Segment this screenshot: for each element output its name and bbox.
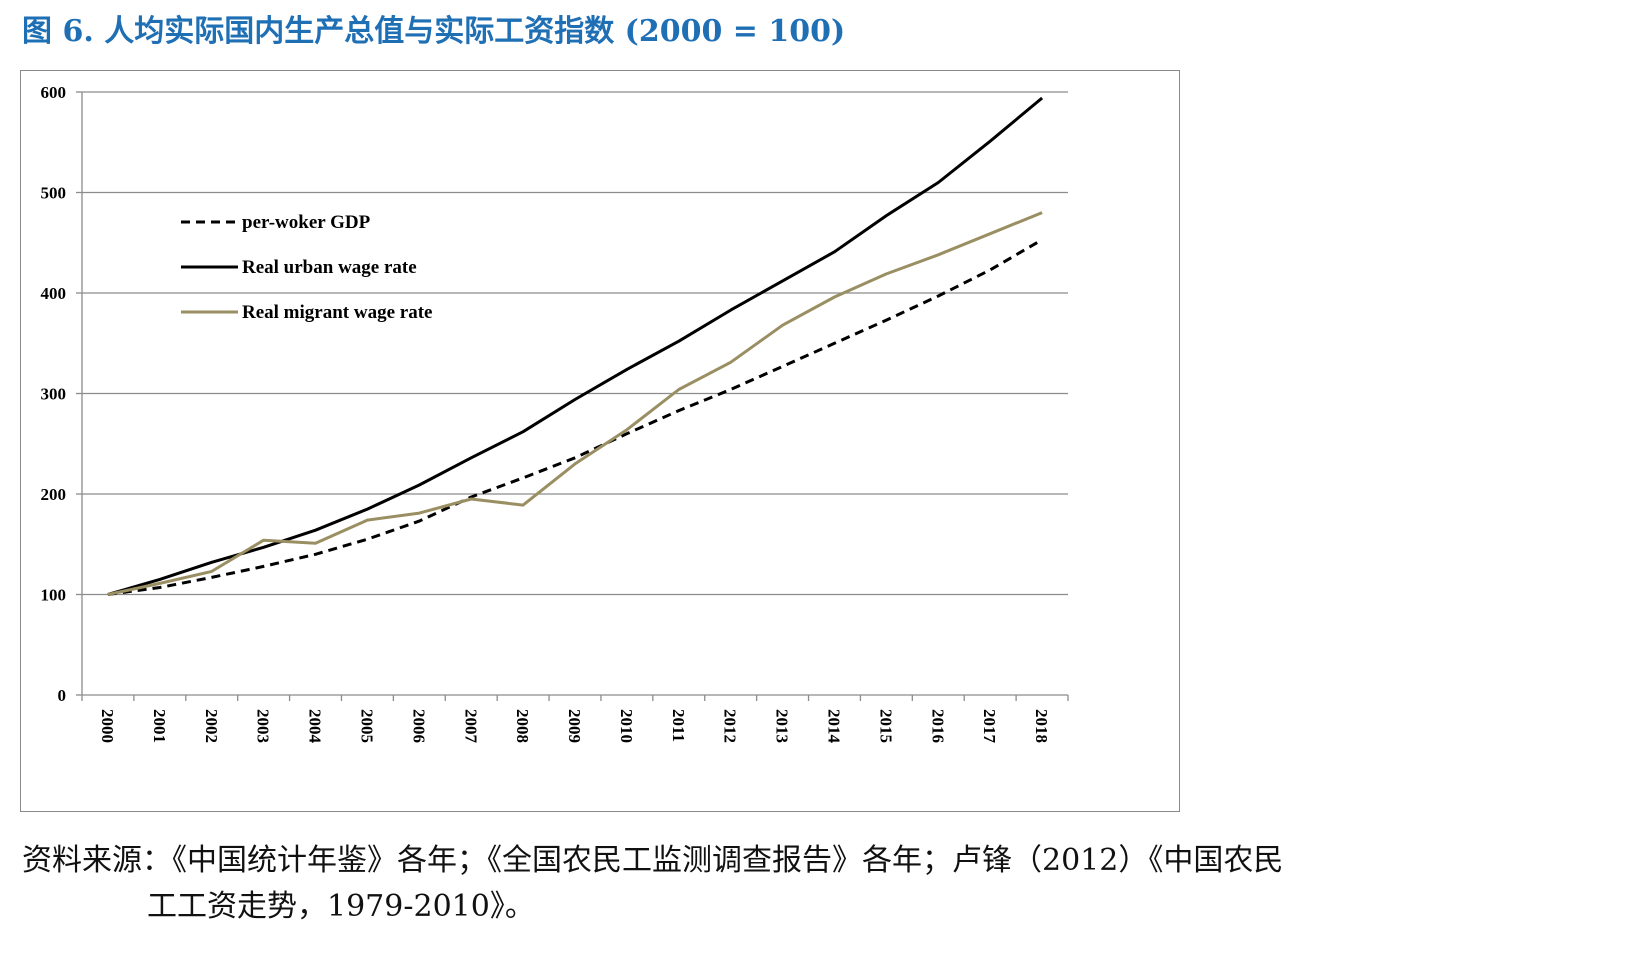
x-tick-label: 2000 [98, 709, 117, 743]
figure-title: 图 6. 人均实际国内生产总值与实际工资指数 (2000 = 100) [22, 14, 846, 49]
x-tick-label: 2011 [669, 709, 688, 742]
line-chart: 0 100 200 300 400 500 600 2000 2001 2002 2003 2004… [41, 83, 1069, 744]
x-tick-label: 2015 [876, 709, 895, 743]
x-tick-label: 2016 [928, 709, 947, 743]
x-tick-label: 2008 [513, 709, 532, 743]
x-tick-label: 2003 [254, 709, 273, 743]
y-tick-label: 400 [41, 284, 67, 303]
source-note: 资料来源：《中国统计年鉴》各年；《全国农民工监测调查报告》各年；卢锋（2012）… [22, 838, 1622, 930]
legend-label: Real urban wage rate [242, 257, 417, 278]
y-tick-label: 500 [41, 184, 67, 203]
legend-label: Real migrant wage rate [242, 302, 432, 323]
y-tick-label: 0 [58, 686, 67, 705]
x-tick-label: 2013 [773, 709, 792, 743]
y-tick-label: 600 [41, 83, 67, 102]
gridlines [82, 91, 1068, 596]
series-lines [107, 96, 1044, 596]
x-tick-labels: 2000 2001 2002 2003 2004 2005 2006 2007 2008 2009… [98, 709, 1051, 744]
x-tick-label: 2005 [357, 709, 376, 743]
y-tick-label: 200 [41, 485, 67, 504]
y-tick-label: 300 [41, 385, 67, 404]
axes [76, 91, 1069, 701]
source-note-line2: 工工资走势，1979-2010》。 [147, 889, 535, 924]
source-note-line1: 资料来源：《中国统计年鉴》各年；《全国农民工监测调查报告》各年；卢锋（2012）… [22, 843, 1284, 878]
x-tick-label: 2006 [409, 709, 428, 743]
y-tick-labels: 0 100 200 300 400 500 600 [41, 83, 67, 705]
x-tick-label: 2007 [461, 709, 480, 744]
legend: per-woker GDP Real urban wage rate Real mi… [181, 212, 432, 323]
x-tick-label: 2018 [1032, 709, 1051, 743]
x-tick-label: 2012 [721, 709, 740, 743]
chart-frame [20, 70, 1180, 812]
x-tick-label: 2010 [617, 709, 636, 743]
series-line-1 [107, 238, 1043, 596]
x-tick-label: 2017 [980, 709, 999, 744]
x-tick-label: 2004 [306, 709, 325, 744]
series-line-3 [107, 211, 1043, 596]
series-line-2 [107, 96, 1044, 596]
x-tick-label: 2009 [565, 709, 584, 743]
legend-label: per-woker GDP [242, 212, 371, 233]
x-tick-label: 2001 [150, 709, 169, 743]
x-tick-label: 2002 [202, 709, 221, 743]
x-tick-label: 2014 [825, 709, 844, 744]
y-tick-label: 100 [41, 586, 67, 605]
